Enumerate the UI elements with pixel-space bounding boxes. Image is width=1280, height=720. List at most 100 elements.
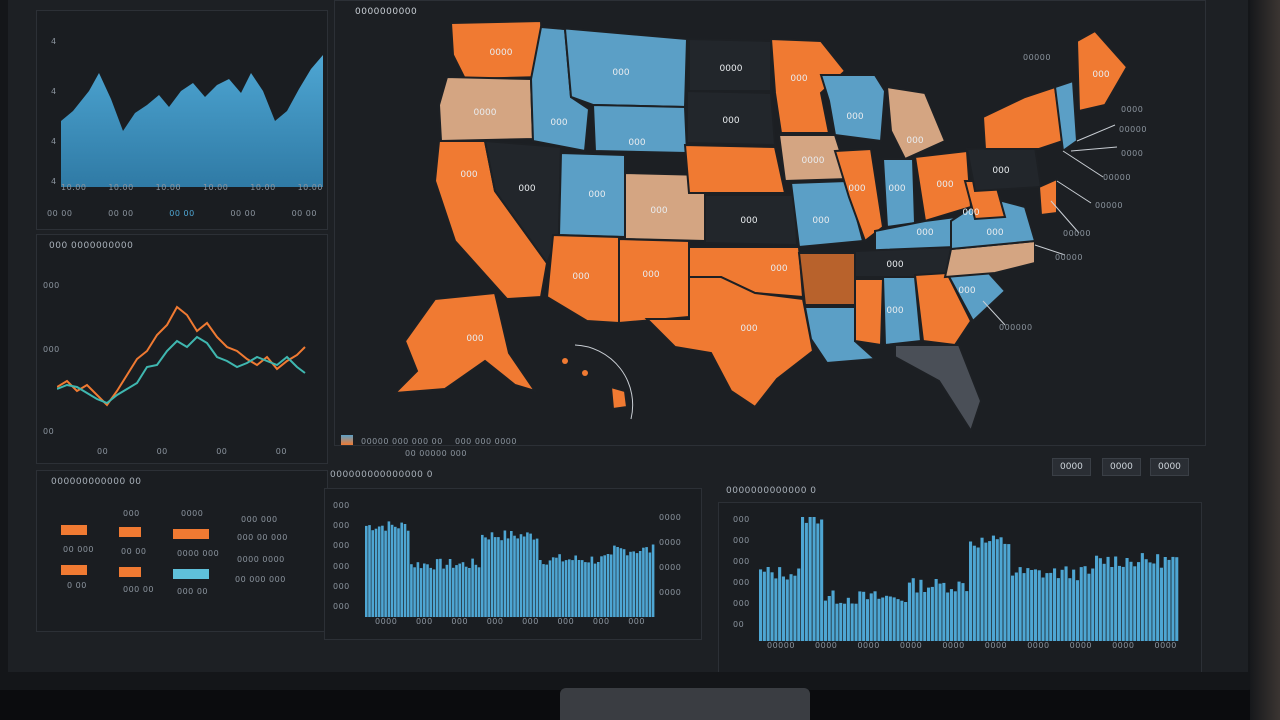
bar [387, 521, 391, 617]
bar [471, 558, 474, 617]
state-new-york [981, 85, 1065, 150]
metrics-table-panel: 000000000000 00 000 0000 000 000 00 000 … [36, 470, 328, 632]
legend-item: 000 000 0000 [455, 437, 517, 446]
x-tick: 000 [628, 617, 645, 626]
bar [435, 559, 439, 617]
bar-indicator [173, 529, 209, 539]
legend-item: 00 00 [47, 209, 73, 218]
cell: 000 [123, 509, 140, 518]
bar [900, 600, 904, 641]
bar [965, 591, 969, 641]
bar [1121, 566, 1125, 641]
bar [458, 563, 461, 617]
state-label: 000 [572, 272, 589, 282]
cell: 00 00 [121, 547, 147, 556]
map-filter-button[interactable]: 0000 [1052, 458, 1091, 476]
bar [946, 592, 950, 641]
us-map: 0000 0000 000 000 000 000 000 0000 000 0… [392, 19, 1129, 434]
state-arkansas [797, 252, 856, 306]
bar [522, 536, 526, 617]
bar-indicator [61, 565, 87, 575]
bar [850, 603, 854, 641]
bar [1079, 567, 1083, 641]
bar [873, 591, 877, 641]
bar [381, 525, 384, 617]
bar [1098, 558, 1102, 641]
bar [781, 576, 785, 641]
state-maine [1075, 29, 1129, 113]
bar [831, 590, 835, 641]
x-tick: 00 [275, 447, 287, 456]
state-label: 000 [740, 216, 757, 226]
y-tick: 000 [333, 501, 350, 510]
bar [1106, 556, 1110, 641]
state-label: 000 [550, 118, 567, 128]
y-tick: 00 [43, 427, 55, 436]
bar [808, 517, 812, 641]
state-label: 000 [642, 270, 659, 280]
y-tick: 000 [733, 557, 750, 566]
x-tick: 10.00 [61, 183, 87, 192]
bar [510, 531, 513, 617]
bar [593, 563, 597, 617]
bar [445, 564, 449, 617]
bar [961, 583, 965, 641]
cell: 000 00 [177, 587, 208, 596]
bar [801, 517, 805, 641]
map-filter-button[interactable]: 0000 [1150, 458, 1189, 476]
bar [812, 517, 816, 641]
state-label: 000 [740, 324, 757, 334]
bar [953, 591, 957, 641]
bar [481, 534, 484, 617]
bar [1037, 570, 1041, 641]
bar [877, 598, 881, 641]
cell: 0000 [181, 509, 204, 518]
x-tick: 0000 [375, 617, 398, 626]
bar [365, 525, 368, 617]
state-north-dakota [688, 37, 772, 92]
bar [464, 566, 468, 617]
map-filter-button[interactable]: 0000 [1102, 458, 1141, 476]
state-nebraska [683, 143, 787, 194]
bar [1014, 572, 1018, 641]
map-title: 0000000000 [355, 7, 418, 17]
bar [1114, 556, 1118, 641]
bar-indicator [119, 567, 141, 577]
x-tick: 10.00 [202, 183, 229, 192]
bar [1148, 562, 1152, 641]
bar-chart [365, 521, 655, 617]
area-series [61, 55, 323, 187]
bar [542, 564, 545, 617]
x-tick: 000 [592, 617, 610, 626]
bar [561, 561, 565, 617]
y-tick: 000 [333, 561, 350, 571]
bar [972, 545, 976, 641]
bar [1041, 577, 1045, 641]
bar [1075, 580, 1079, 641]
state-minnesota [769, 37, 847, 134]
bar [1163, 557, 1167, 641]
y-tick: 000 [333, 541, 350, 551]
bar [927, 587, 931, 641]
bar [915, 592, 919, 641]
state-georgia [913, 271, 973, 347]
bar [439, 558, 442, 617]
bar [862, 591, 866, 641]
bar [1018, 567, 1022, 641]
bar [1003, 543, 1007, 641]
bar [1137, 562, 1141, 641]
bar [976, 547, 980, 641]
y-tick: 000 [733, 515, 750, 524]
line-chart-panel: 000 0000000000 000 000 00 00 00 00 00 [36, 234, 328, 464]
state-label: 0000 [490, 48, 513, 58]
bar [1064, 566, 1068, 641]
bar [1152, 563, 1156, 641]
callout-label: 00000 [1095, 201, 1123, 210]
x-tick: 0000 [984, 641, 1008, 650]
bar [1011, 575, 1015, 641]
bar [532, 539, 536, 617]
bar [613, 545, 616, 617]
panel-title: 0000000000000 0 [726, 486, 817, 496]
bar [789, 574, 793, 641]
state-label: 000 [466, 334, 483, 344]
